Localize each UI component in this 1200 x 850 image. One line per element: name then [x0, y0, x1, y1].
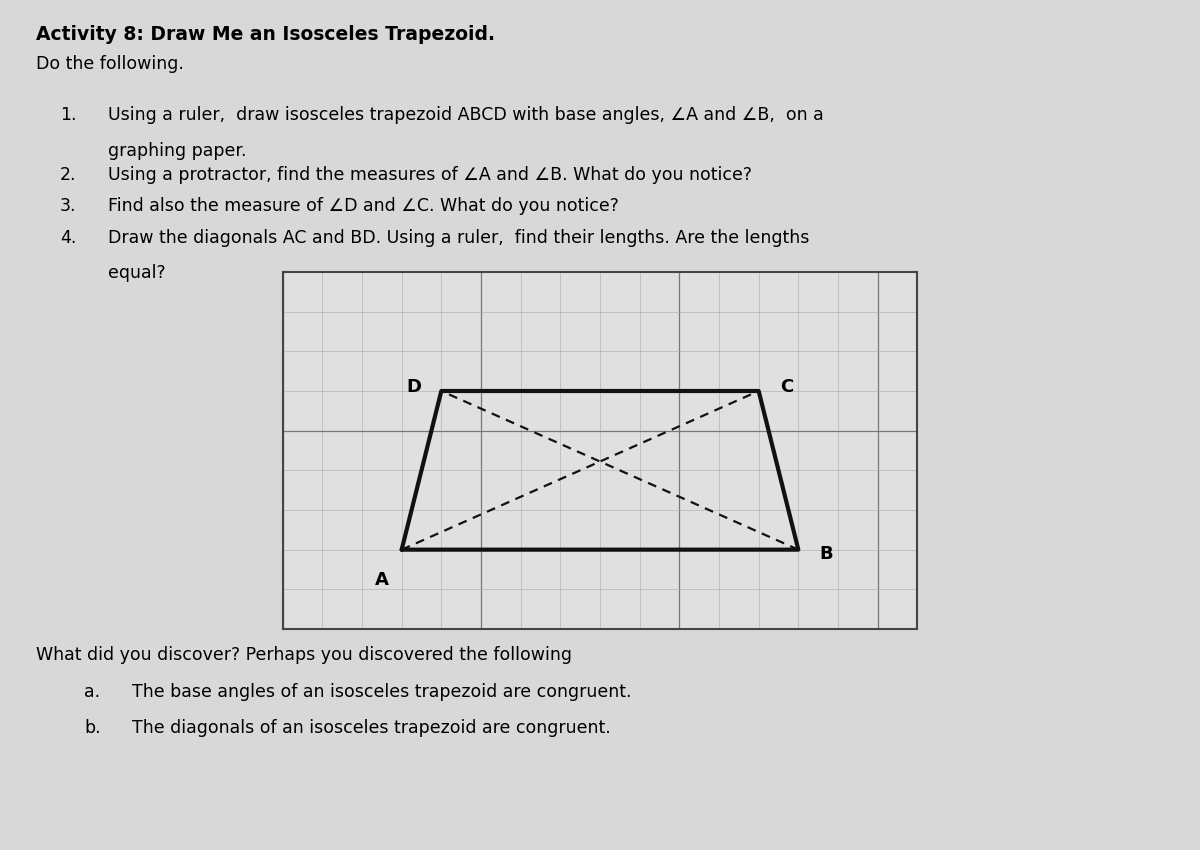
Text: The base angles of an isosceles trapezoid are congruent.: The base angles of an isosceles trapezoi…: [132, 683, 631, 700]
Text: Find also the measure of ∠D and ∠C. What do you notice?: Find also the measure of ∠D and ∠C. What…: [108, 197, 619, 215]
Text: graphing paper.: graphing paper.: [108, 142, 246, 160]
Text: 4.: 4.: [60, 229, 77, 246]
Text: D: D: [406, 378, 421, 396]
Text: Using a protractor, find the measures of ∠A and ∠B. What do you notice?: Using a protractor, find the measures of…: [108, 166, 752, 184]
Text: Using a ruler,  draw isosceles trapezoid ABCD with base angles, ∠A and ∠B,  on a: Using a ruler, draw isosceles trapezoid …: [108, 106, 823, 124]
Text: b.: b.: [84, 719, 101, 737]
Text: 1.: 1.: [60, 106, 77, 124]
Text: equal?: equal?: [108, 264, 166, 282]
Text: Do the following.: Do the following.: [36, 55, 184, 73]
Text: Draw the diagonals AC and BD. Using a ruler,  find their lengths. Are the length: Draw the diagonals AC and BD. Using a ru…: [108, 229, 809, 246]
Text: a.: a.: [84, 683, 100, 700]
Text: What did you discover? Perhaps you discovered the following: What did you discover? Perhaps you disco…: [36, 646, 572, 664]
Text: B: B: [820, 545, 833, 563]
Text: 2.: 2.: [60, 166, 77, 184]
Text: Activity 8: Draw Me an Isosceles Trapezoid.: Activity 8: Draw Me an Isosceles Trapezo…: [36, 26, 496, 44]
Text: A: A: [374, 571, 389, 590]
Text: The diagonals of an isosceles trapezoid are congruent.: The diagonals of an isosceles trapezoid …: [132, 719, 611, 737]
Text: C: C: [780, 378, 793, 396]
Text: 3.: 3.: [60, 197, 77, 215]
